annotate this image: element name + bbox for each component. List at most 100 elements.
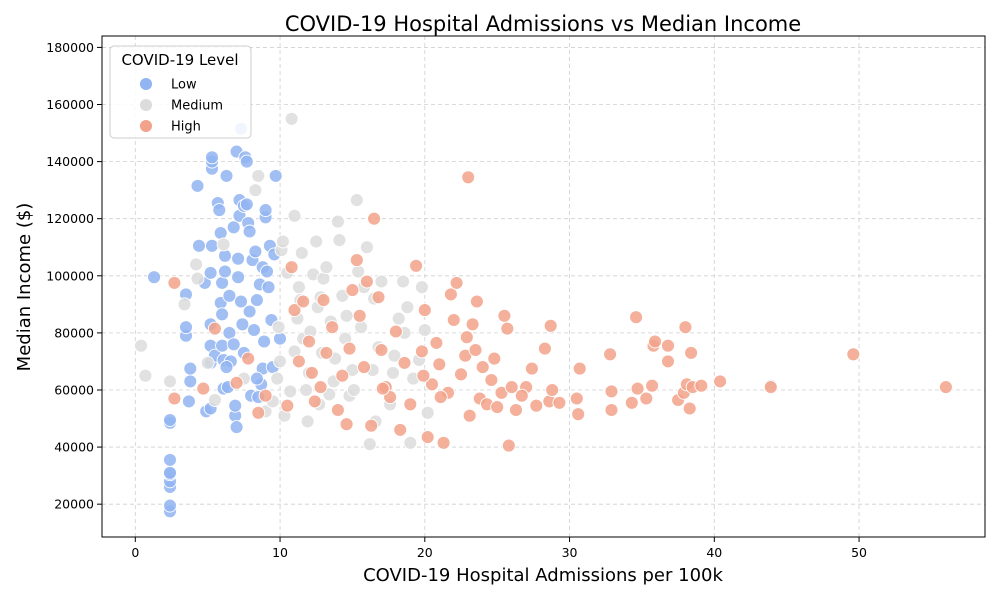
- point-high: [325, 320, 340, 335]
- point-high: [291, 354, 306, 369]
- point-high: [454, 367, 468, 382]
- point-high: [661, 354, 675, 369]
- point-high: [167, 391, 182, 406]
- point-low: [215, 338, 230, 353]
- point-medium: [349, 193, 364, 208]
- point-high: [446, 313, 461, 327]
- point-low: [205, 238, 219, 253]
- point-medium: [339, 308, 354, 323]
- point-high: [543, 318, 558, 333]
- point-high: [630, 381, 645, 396]
- point-high: [313, 380, 328, 395]
- point-high: [684, 345, 699, 360]
- legend-marker-low: [139, 77, 153, 91]
- point-medium: [387, 348, 402, 363]
- legend-label-high: High: [171, 120, 201, 135]
- point-medium: [374, 274, 389, 289]
- point-high: [335, 368, 350, 383]
- point-low: [273, 331, 287, 346]
- point-high: [307, 394, 322, 409]
- y-tick-label: 20000: [54, 497, 94, 512]
- point-high: [661, 338, 675, 353]
- point-high: [461, 170, 476, 185]
- point-low: [190, 178, 205, 193]
- x-tick-label: 20: [417, 545, 433, 560]
- point-medium: [271, 320, 286, 335]
- point-high: [514, 388, 529, 403]
- point-high: [374, 343, 389, 357]
- point-high: [846, 347, 861, 362]
- point-medium: [283, 384, 298, 399]
- point-medium: [291, 280, 306, 295]
- point-high: [342, 341, 357, 356]
- plot-frame: [101, 35, 986, 538]
- point-high: [537, 341, 552, 356]
- point-medium: [138, 368, 153, 383]
- point-high: [497, 308, 512, 323]
- y-tick-label: 80000: [54, 325, 94, 340]
- y-axis-label: Median Income ($): [14, 203, 35, 372]
- point-medium: [163, 374, 177, 389]
- legend-marker-high: [139, 119, 153, 133]
- point-high: [432, 357, 447, 372]
- point-low: [163, 498, 177, 513]
- point-low: [239, 154, 254, 169]
- point-low: [215, 307, 230, 322]
- point-medium: [177, 297, 192, 312]
- point-high: [403, 397, 418, 412]
- point-high: [763, 380, 778, 395]
- point-high: [420, 430, 435, 445]
- point-high: [443, 287, 458, 302]
- point-low: [229, 420, 244, 435]
- series-high: [167, 170, 953, 453]
- point-high: [648, 334, 662, 349]
- point-high: [367, 211, 382, 226]
- point-high: [475, 360, 490, 375]
- point-high: [241, 351, 256, 366]
- point-high: [251, 405, 266, 420]
- point-medium: [359, 240, 374, 255]
- y-tick-label: 60000: [54, 382, 94, 397]
- point-low: [234, 294, 248, 309]
- point-high: [409, 258, 424, 273]
- point-high: [639, 391, 654, 406]
- point-low: [268, 168, 283, 183]
- point-high: [462, 408, 477, 423]
- legend-title: COVID-19 Level: [121, 51, 238, 69]
- point-medium: [190, 271, 205, 286]
- point-high: [465, 317, 480, 332]
- point-high: [484, 373, 499, 387]
- point-high: [287, 303, 302, 318]
- point-high: [296, 294, 311, 309]
- point-low: [235, 317, 250, 332]
- point-medium: [354, 320, 369, 335]
- point-high: [569, 391, 584, 406]
- y-tick-label: 180000: [46, 40, 94, 55]
- point-medium: [299, 383, 314, 397]
- legend-label-low: Low: [171, 78, 197, 93]
- point-medium: [316, 271, 331, 286]
- point-medium: [275, 234, 290, 249]
- point-medium: [216, 237, 231, 252]
- point-high: [469, 294, 484, 309]
- point-medium: [403, 435, 418, 450]
- point-medium: [294, 246, 309, 260]
- point-high: [425, 377, 439, 392]
- point-low: [226, 337, 241, 352]
- point-high: [490, 400, 505, 415]
- point-low: [248, 244, 263, 259]
- point-low: [203, 265, 218, 280]
- y-tick-label: 40000: [54, 440, 94, 455]
- x-axis-ticks: 0 10 20 30 40 50: [131, 537, 867, 560]
- point-high: [258, 388, 273, 403]
- legend-marker-medium: [139, 98, 153, 112]
- point-low: [163, 465, 177, 480]
- point-low: [260, 264, 274, 279]
- point-low: [181, 394, 196, 409]
- point-high: [196, 381, 211, 396]
- point-low: [183, 361, 198, 376]
- point-low: [228, 398, 243, 413]
- point-high: [345, 283, 360, 298]
- point-medium: [420, 405, 435, 420]
